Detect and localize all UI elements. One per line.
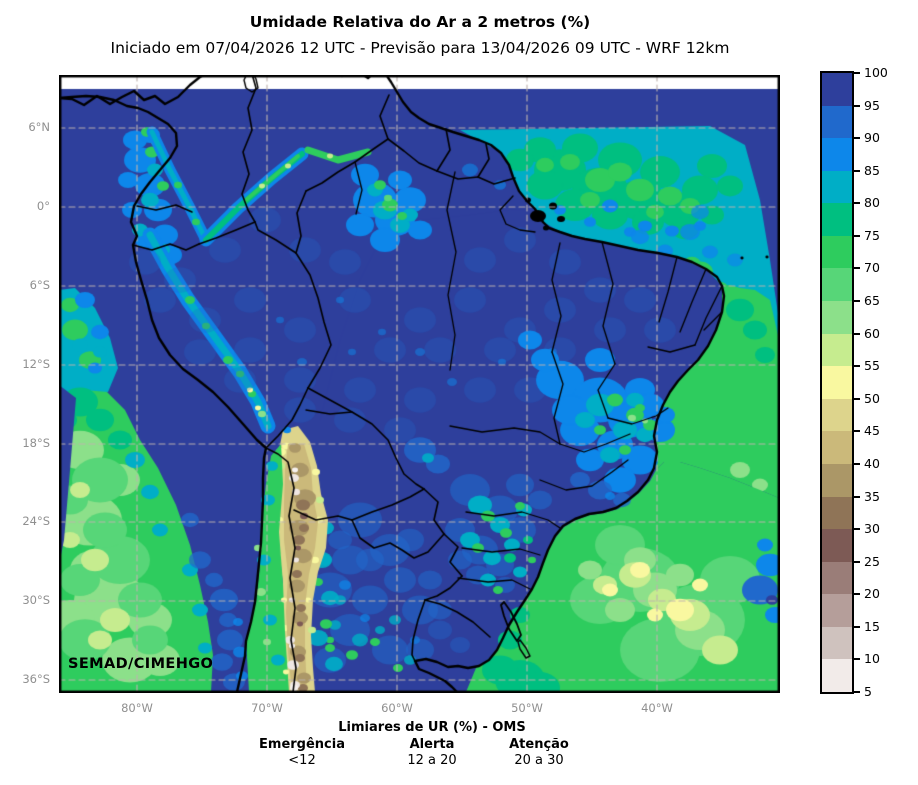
lat-tick-label: 6°N xyxy=(28,120,50,134)
colorbar-band xyxy=(822,268,852,302)
colorbar-tick-label: 30 xyxy=(864,521,880,537)
colorbar-tick-label: 25 xyxy=(864,553,880,569)
threshold-value: 12 a 20 xyxy=(407,753,457,768)
lon-tick-label: 60°W xyxy=(381,701,413,715)
colorbar-band xyxy=(822,626,852,660)
colorbar-tick xyxy=(852,691,860,693)
colorbar-tick-label: 40 xyxy=(864,455,880,471)
colorbar-tick-label: 60 xyxy=(864,325,880,341)
colorbar-band xyxy=(822,301,852,334)
colorbar-band xyxy=(822,398,852,432)
colorbar-band xyxy=(822,529,852,562)
colorbar-tick xyxy=(852,169,860,172)
colorbar-tick-label: 85 xyxy=(864,162,880,178)
threshold-value: <12 xyxy=(288,753,316,768)
lon-tick-label: 70°W xyxy=(251,701,283,715)
colorbar-band xyxy=(822,594,852,627)
colorbar-tick xyxy=(852,137,860,140)
colorbar-tick xyxy=(852,528,860,531)
colorbar-tick xyxy=(852,397,860,400)
colorbar-tick xyxy=(852,104,860,107)
colorbar-tick-label: 10 xyxy=(864,651,880,667)
colorbar-tick-label: 45 xyxy=(864,423,880,439)
colorbar-tick xyxy=(852,593,860,596)
colorbar-band xyxy=(822,561,852,595)
colorbar-band xyxy=(822,463,852,497)
lat-tick-label: 36°S xyxy=(22,672,50,686)
lat-tick-label: 30°S xyxy=(22,593,50,607)
colorbar-tick-label: 55 xyxy=(864,358,880,374)
colorbar xyxy=(820,71,854,694)
colorbar-tick xyxy=(852,332,860,335)
lat-tick-label: 18°S xyxy=(22,436,50,450)
colorbar-tick xyxy=(852,625,860,628)
lon-tick-label: 50°W xyxy=(511,701,543,715)
map-title: Umidade Relativa do Ar a 2 metros (%) xyxy=(249,13,591,31)
map-subtitle: Iniciado em 07/04/2026 12 UTC - Previsão… xyxy=(110,39,730,57)
colorbar-tick-label: 80 xyxy=(864,195,880,211)
colorbar-tick xyxy=(852,234,860,237)
colorbar-band xyxy=(822,105,852,139)
colorbar-band xyxy=(822,366,852,399)
colorbar-band xyxy=(822,235,852,269)
colorbar-tick-label: 90 xyxy=(864,130,880,146)
colorbar-band xyxy=(822,170,852,204)
colorbar-tick-label: 50 xyxy=(864,390,880,406)
colorbar-tick xyxy=(852,495,860,498)
lat-tick-label: 24°S xyxy=(22,514,50,528)
watermark: SEMAD/CIMEHGO xyxy=(68,656,214,672)
threshold-label: Emergência xyxy=(259,737,345,752)
lon-tick-label: 40°W xyxy=(641,701,673,715)
lat-tick-label: 6°S xyxy=(29,278,50,292)
lon-tick-label: 80°W xyxy=(121,701,153,715)
colorbar-band xyxy=(822,203,852,236)
colorbar-tick-label: 35 xyxy=(864,488,880,504)
colorbar-tick xyxy=(852,267,860,270)
lat-tick-label: 12°S xyxy=(22,357,50,371)
threshold-value: 20 a 30 xyxy=(514,753,564,768)
colorbar-tick-label: 15 xyxy=(864,618,880,634)
colorbar-band xyxy=(822,333,852,367)
lat-tick-label: 0° xyxy=(36,199,50,213)
colorbar-band xyxy=(822,73,852,106)
colorbar-tick-label: 65 xyxy=(864,293,880,309)
colorbar-band xyxy=(822,138,852,171)
map-plot-area: SEMAD/CIMEHGO xyxy=(59,75,780,693)
colorbar-tick xyxy=(852,462,860,465)
colorbar-tick-label: 20 xyxy=(864,586,880,602)
colorbar-band xyxy=(822,659,852,692)
humidity-map-canvas xyxy=(59,75,780,693)
colorbar-tick-label: 70 xyxy=(864,260,880,276)
colorbar-tick xyxy=(852,658,860,661)
colorbar-tick xyxy=(852,72,860,74)
colorbar-tick-label: 100 xyxy=(864,65,888,80)
colorbar-tick xyxy=(852,365,860,368)
colorbar-tick xyxy=(852,560,860,563)
thresholds-title: Limiares de UR (%) - OMS xyxy=(338,720,526,735)
colorbar-tick xyxy=(852,430,860,433)
colorbar-tick xyxy=(852,300,860,303)
colorbar-tick xyxy=(852,202,860,205)
colorbar-tick-label: 95 xyxy=(864,97,880,113)
threshold-label: Atenção xyxy=(509,737,569,752)
colorbar-tick-label: 5 xyxy=(864,684,872,699)
colorbar-band xyxy=(822,496,852,530)
threshold-label: Alerta xyxy=(409,737,455,752)
colorbar-tick-label: 75 xyxy=(864,227,880,243)
colorbar-band xyxy=(822,431,852,464)
